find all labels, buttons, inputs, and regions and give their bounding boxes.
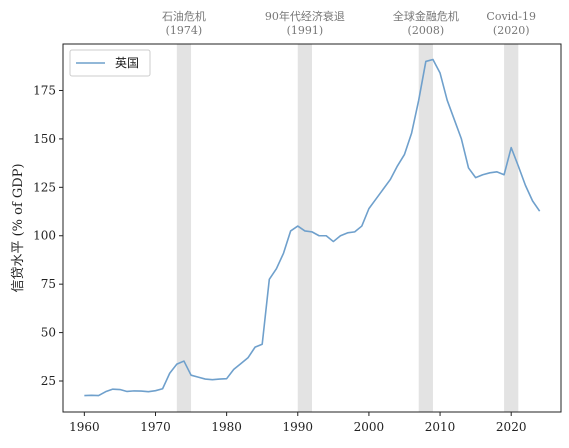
series-line-uk [84,58,541,397]
event-band [297,44,312,412]
y-tick-label: 75 [41,277,56,291]
legend-box [69,49,151,77]
y-tick-label: 100 [33,229,56,243]
event-bands [176,44,519,412]
x-tick-label: 2000 [354,420,385,434]
event-year-label: (1991) [287,24,324,37]
plot-frame [62,43,562,413]
y-tick-label: 50 [41,326,56,340]
event-band [176,44,192,412]
x-axis: 1960 1970 1980 1990 2000 2010 2020 [69,412,526,434]
y-tick-label: 150 [33,132,56,146]
y-tick-label: 25 [41,374,56,388]
x-tick-label: 2010 [425,420,456,434]
event-year-label: (2008) [408,24,445,37]
event-year-label: (1974) [166,24,203,37]
y-axis: 25 50 75 100 125 150 175 [33,83,63,388]
y-tick-label: 125 [33,180,56,194]
x-tick-label: 1980 [211,420,242,434]
event-labels: 石油危机(1974) 90年代经济衰退(1991) 全球金融危机(2008) Covi… [162,9,536,37]
y-axis-label: 信贷水平 (% of GDP) [11,163,26,292]
event-band [418,44,433,412]
x-tick-label: 1960 [69,420,100,434]
event-label: 90年代经济衰退 [265,9,345,23]
legend: 英国 [69,49,151,77]
event-year-label: (2020) [493,24,530,37]
event-label: Covid-19 [486,10,536,23]
legend-label: 英国 [115,56,139,70]
y-tick-label: 175 [33,83,56,97]
event-label: 全球金融危机 [393,9,459,23]
x-tick-label: 1990 [282,420,313,434]
x-tick-label: 1970 [140,420,171,434]
event-label: 石油危机 [162,9,206,23]
event-band [504,44,519,412]
x-tick-label: 2020 [496,420,527,434]
